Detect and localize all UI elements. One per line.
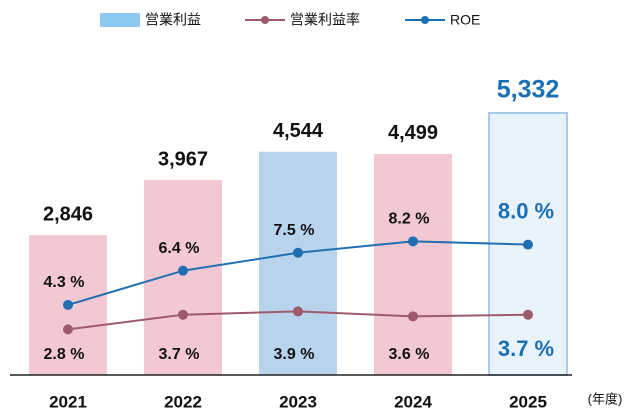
line-point [293, 306, 303, 317]
line-point [178, 309, 188, 320]
bar-value-label: 3,967 [158, 148, 208, 170]
legend-swatch [100, 13, 140, 27]
bar [374, 153, 452, 375]
legend-label: ROE [450, 12, 480, 28]
line-value-label: 8.2 % [389, 211, 430, 228]
legend-swatch [261, 16, 269, 24]
x-tick-label: 2022 [164, 392, 202, 411]
line-point [293, 247, 303, 258]
line-value-label: 3.6 % [389, 346, 430, 363]
line-value-label: 2.8 % [44, 346, 85, 363]
bar-value-label: 5,332 [497, 76, 560, 104]
line-point [63, 324, 73, 335]
bar-value-label: 4,544 [273, 120, 324, 142]
line-value-label: 4.3 % [44, 274, 85, 291]
x-tick-label: 2024 [394, 392, 432, 411]
line-value-label: 8.0 % [498, 198, 554, 223]
line-value-label: 7.5 % [274, 222, 315, 239]
x-axis-label: (年度) [588, 391, 623, 406]
line-value-label: 3.9 % [274, 346, 315, 363]
line-value-label: 6.4 % [159, 240, 200, 257]
line-point [408, 236, 418, 247]
line-point [408, 311, 418, 322]
legend-label: 営業利益率 [290, 12, 360, 28]
line-point [63, 299, 73, 310]
legend-label: 営業利益 [145, 12, 201, 28]
line-point [523, 239, 533, 250]
x-tick-label: 2025 [509, 392, 547, 411]
x-tick-label: 2023 [279, 392, 317, 411]
bar-value-label: 4,499 [388, 122, 438, 144]
bar [259, 151, 337, 375]
line-point [178, 265, 188, 276]
line-value-label: 3.7 % [498, 336, 554, 361]
bar-value-label: 2,846 [43, 203, 93, 225]
line-point [523, 309, 533, 320]
x-tick-label: 2021 [49, 392, 87, 411]
line-value-label: 3.7 % [159, 346, 200, 363]
legend-swatch [421, 16, 429, 24]
